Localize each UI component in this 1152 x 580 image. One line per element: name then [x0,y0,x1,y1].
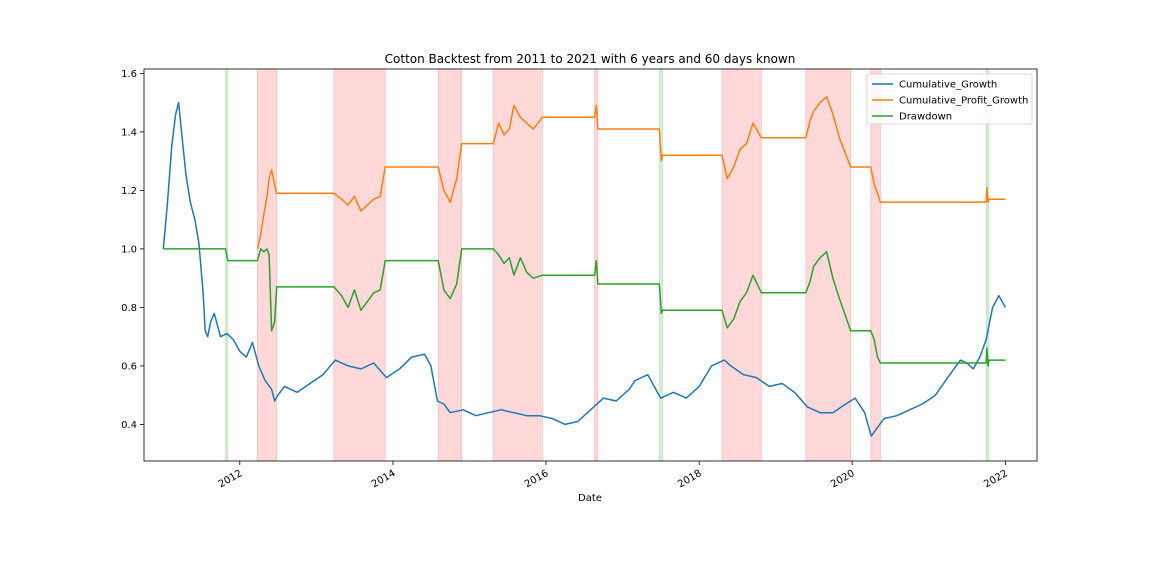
y-tick-label: 1.6 [121,69,137,80]
y-tick-label: 0.6 [121,361,137,372]
y-tick-label: 1.4 [121,127,137,138]
series-line-drawdown [163,248,1006,367]
x-tick-label: 2020 [829,468,857,490]
x-tick-label: 2022 [982,468,1010,490]
shaded-region [257,68,277,462]
series-lines [162,96,1007,437]
shaded-region [805,68,851,462]
x-tick-label: 2014 [370,468,398,490]
y-tick-label: 1.2 [121,186,137,197]
x-axis: 2012 2014 2016 2018 2020 2022 [217,461,1010,490]
shaded-region [985,68,990,462]
legend-box [866,73,1033,125]
legend: Cumulative_Growth Cumulative_Profit_Growt… [866,73,1033,125]
x-tick-label: 2012 [217,468,245,490]
shaded-region [721,68,762,462]
series-line-cumulative-growth [162,101,1007,437]
chart-title: Cotton Backtest from 2011 to 2021 with 6… [385,52,796,66]
shaded-region [333,68,386,462]
shaded-region [659,68,663,462]
legend-label: Cumulative_Growth [899,80,997,91]
shaded-regions [225,68,990,462]
y-axis: 0.4 0.6 0.8 1.0 1.2 1.4 1.6 [121,69,144,431]
legend-label: Drawdown [899,112,952,123]
x-axis-label: Date [578,493,602,504]
plot-frame [143,68,1038,462]
x-tick-label: 2018 [676,468,704,490]
x-tick-label: 2016 [523,468,551,490]
shaded-region [870,68,881,462]
y-tick-label: 0.8 [121,303,137,314]
y-tick-label: 0.4 [121,420,137,431]
legend-label: Cumulative_Profit_Growth [899,96,1028,107]
series-line-cumulative-profit-growth [256,96,1006,250]
y-tick-label: 1.0 [121,244,137,255]
shaded-region [225,68,229,462]
